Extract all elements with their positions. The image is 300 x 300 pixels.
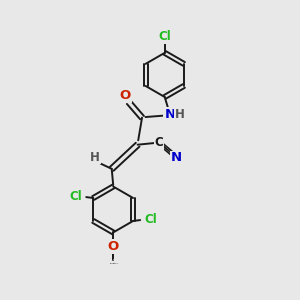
Text: methoxy: methoxy	[113, 263, 119, 264]
Text: C: C	[154, 136, 163, 149]
Text: methoxy: methoxy	[113, 259, 119, 260]
Text: methoxy: methoxy	[113, 264, 119, 265]
Text: methoxy: methoxy	[113, 263, 119, 264]
Text: O: O	[108, 240, 119, 253]
Text: N: N	[164, 108, 175, 121]
Text: O: O	[120, 89, 131, 102]
Text: Cl: Cl	[158, 30, 171, 43]
Text: methoxy: methoxy	[110, 263, 116, 264]
Text: Cl: Cl	[144, 213, 157, 226]
Text: H: H	[90, 151, 100, 164]
Text: Cl: Cl	[69, 190, 82, 203]
Text: H: H	[175, 108, 184, 121]
Text: methoxy: methoxy	[113, 266, 119, 267]
Text: methoxy: methoxy	[113, 260, 119, 262]
Text: methoxy: methoxy	[113, 264, 119, 265]
Text: methoxy: methoxy	[113, 261, 119, 262]
Text: N: N	[171, 152, 182, 164]
Text: methoxy: methoxy	[113, 265, 119, 266]
